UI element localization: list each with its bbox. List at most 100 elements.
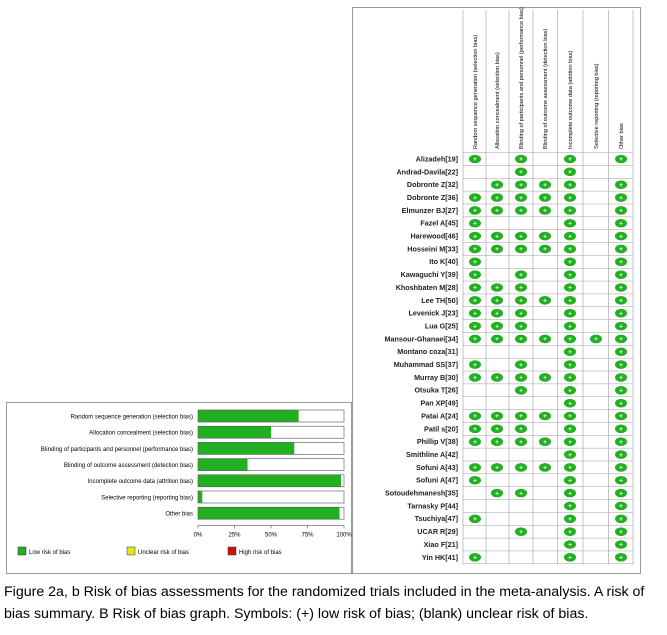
summary-study-label: Patai A[24] — [421, 411, 458, 420]
rating-low-dot — [615, 308, 627, 318]
rating-symbol: + — [568, 195, 572, 202]
rating-low-dot — [515, 463, 527, 472]
summary-study-label: Sotoudehmanesh[35] — [385, 489, 458, 498]
rating-low-dot — [491, 488, 503, 498]
rating-low-dot — [469, 257, 481, 267]
rating-low-dot — [491, 373, 503, 382]
graph-x-tick-label: 75% — [301, 532, 314, 538]
rating-low-dot — [615, 373, 627, 382]
rating-symbol: + — [568, 555, 572, 562]
rating-low-dot — [615, 257, 627, 267]
rating-low-dot — [539, 193, 551, 202]
rating-low-dot — [469, 334, 481, 344]
bar-unclear-segment — [298, 410, 344, 422]
rating-symbol: + — [568, 220, 572, 227]
rating-symbol: + — [568, 298, 572, 305]
rating-symbol: + — [519, 413, 523, 420]
summary-panel-border — [352, 7, 641, 574]
graph-category-label: Selective reporting (reporting bias) — [101, 495, 193, 501]
rating-low-dot — [515, 244, 527, 254]
rating-symbol: + — [543, 336, 547, 343]
rating-symbol: + — [568, 465, 572, 472]
rating-low-dot — [615, 180, 627, 189]
rating-symbol: + — [473, 477, 477, 484]
rating-low-dot — [564, 411, 576, 421]
rating-low-dot — [615, 527, 627, 536]
rating-symbol: + — [473, 156, 477, 163]
rating-low-dot — [469, 411, 481, 421]
rating-low-dot — [615, 231, 627, 241]
rating-low-dot — [564, 437, 576, 447]
rating-symbol: + — [568, 336, 572, 343]
rating-symbol: + — [519, 272, 523, 279]
rating-low-dot — [469, 553, 481, 562]
bar-outline — [197, 442, 345, 455]
rating-low-dot — [469, 475, 481, 485]
rating-symbol: + — [473, 208, 477, 215]
summary-column-header: Incomplete outcome data (attrition bias) — [568, 51, 574, 149]
rating-symbol: + — [495, 426, 499, 433]
rating-symbol: + — [619, 208, 623, 215]
summary-study-label: Tsuchiya[47] — [415, 514, 458, 523]
rating-low-dot — [515, 283, 527, 292]
rating-symbol: + — [619, 426, 623, 433]
rating-low-dot — [515, 167, 527, 177]
rating-low-dot — [615, 514, 627, 524]
rating-symbol: + — [473, 465, 477, 472]
rating-symbol: + — [519, 490, 523, 497]
rating-symbol: + — [568, 182, 572, 189]
summary-study-label: Murray B[30] — [414, 373, 458, 382]
rating-low-dot — [615, 270, 627, 279]
rating-symbol: + — [495, 413, 499, 420]
rating-low-dot — [515, 411, 527, 421]
rating-low-dot — [515, 360, 527, 369]
rating-low-dot — [564, 463, 576, 472]
rating-symbol: + — [543, 439, 547, 446]
rating-symbol: + — [519, 182, 523, 189]
rating-symbol: + — [519, 323, 523, 330]
rating-low-dot — [564, 475, 576, 485]
rating-low-dot — [469, 206, 481, 215]
rating-low-dot — [564, 334, 576, 344]
rating-symbol: + — [568, 272, 572, 279]
rating-symbol: + — [568, 426, 572, 433]
rating-low-dot — [564, 308, 576, 318]
rating-low-dot — [539, 463, 551, 472]
rating-low-dot — [539, 373, 551, 382]
rating-low-dot — [564, 218, 576, 228]
rating-symbol: + — [495, 285, 499, 292]
rating-symbol: + — [543, 195, 547, 202]
rating-low-dot — [515, 270, 527, 279]
rating-low-dot — [615, 411, 627, 421]
rating-symbol: + — [495, 336, 499, 343]
bar-unclear-segment — [271, 426, 344, 439]
rating-symbol: + — [519, 169, 523, 176]
rating-low-dot — [564, 360, 576, 369]
rating-symbol: + — [543, 375, 547, 382]
rating-low-dot — [564, 386, 576, 395]
rating-symbol: + — [495, 310, 499, 317]
rating-low-dot — [469, 193, 481, 202]
rating-low-dot — [564, 373, 576, 382]
rating-symbol: + — [619, 439, 623, 446]
rating-symbol: + — [473, 195, 477, 202]
summary-study-label: Harewood[46] — [410, 232, 458, 241]
rating-symbol: + — [619, 220, 623, 227]
summary-study-label: Mansour-Ghanaei[34] — [385, 334, 459, 343]
summary-column-header: Blinding of participants and personnel (… — [519, 7, 525, 149]
summary-study-label: Hosseini M[33] — [407, 244, 458, 253]
rating-low-dot — [469, 373, 481, 382]
rating-low-dot — [564, 154, 576, 164]
graph-x-tick-label: 50% — [265, 532, 278, 538]
rating-symbol: + — [519, 362, 523, 369]
rating-symbol: + — [519, 388, 523, 395]
summary-study-label: Andrad-Davila[22] — [396, 167, 458, 176]
rating-low-dot — [469, 308, 481, 318]
rating-symbol: + — [543, 465, 547, 472]
summary-study-label: Lee TH[50] — [421, 296, 458, 305]
rating-symbol: + — [568, 490, 572, 497]
rating-symbol: + — [495, 439, 499, 446]
rating-low-dot — [539, 180, 551, 189]
rating-symbol: + — [495, 182, 499, 189]
